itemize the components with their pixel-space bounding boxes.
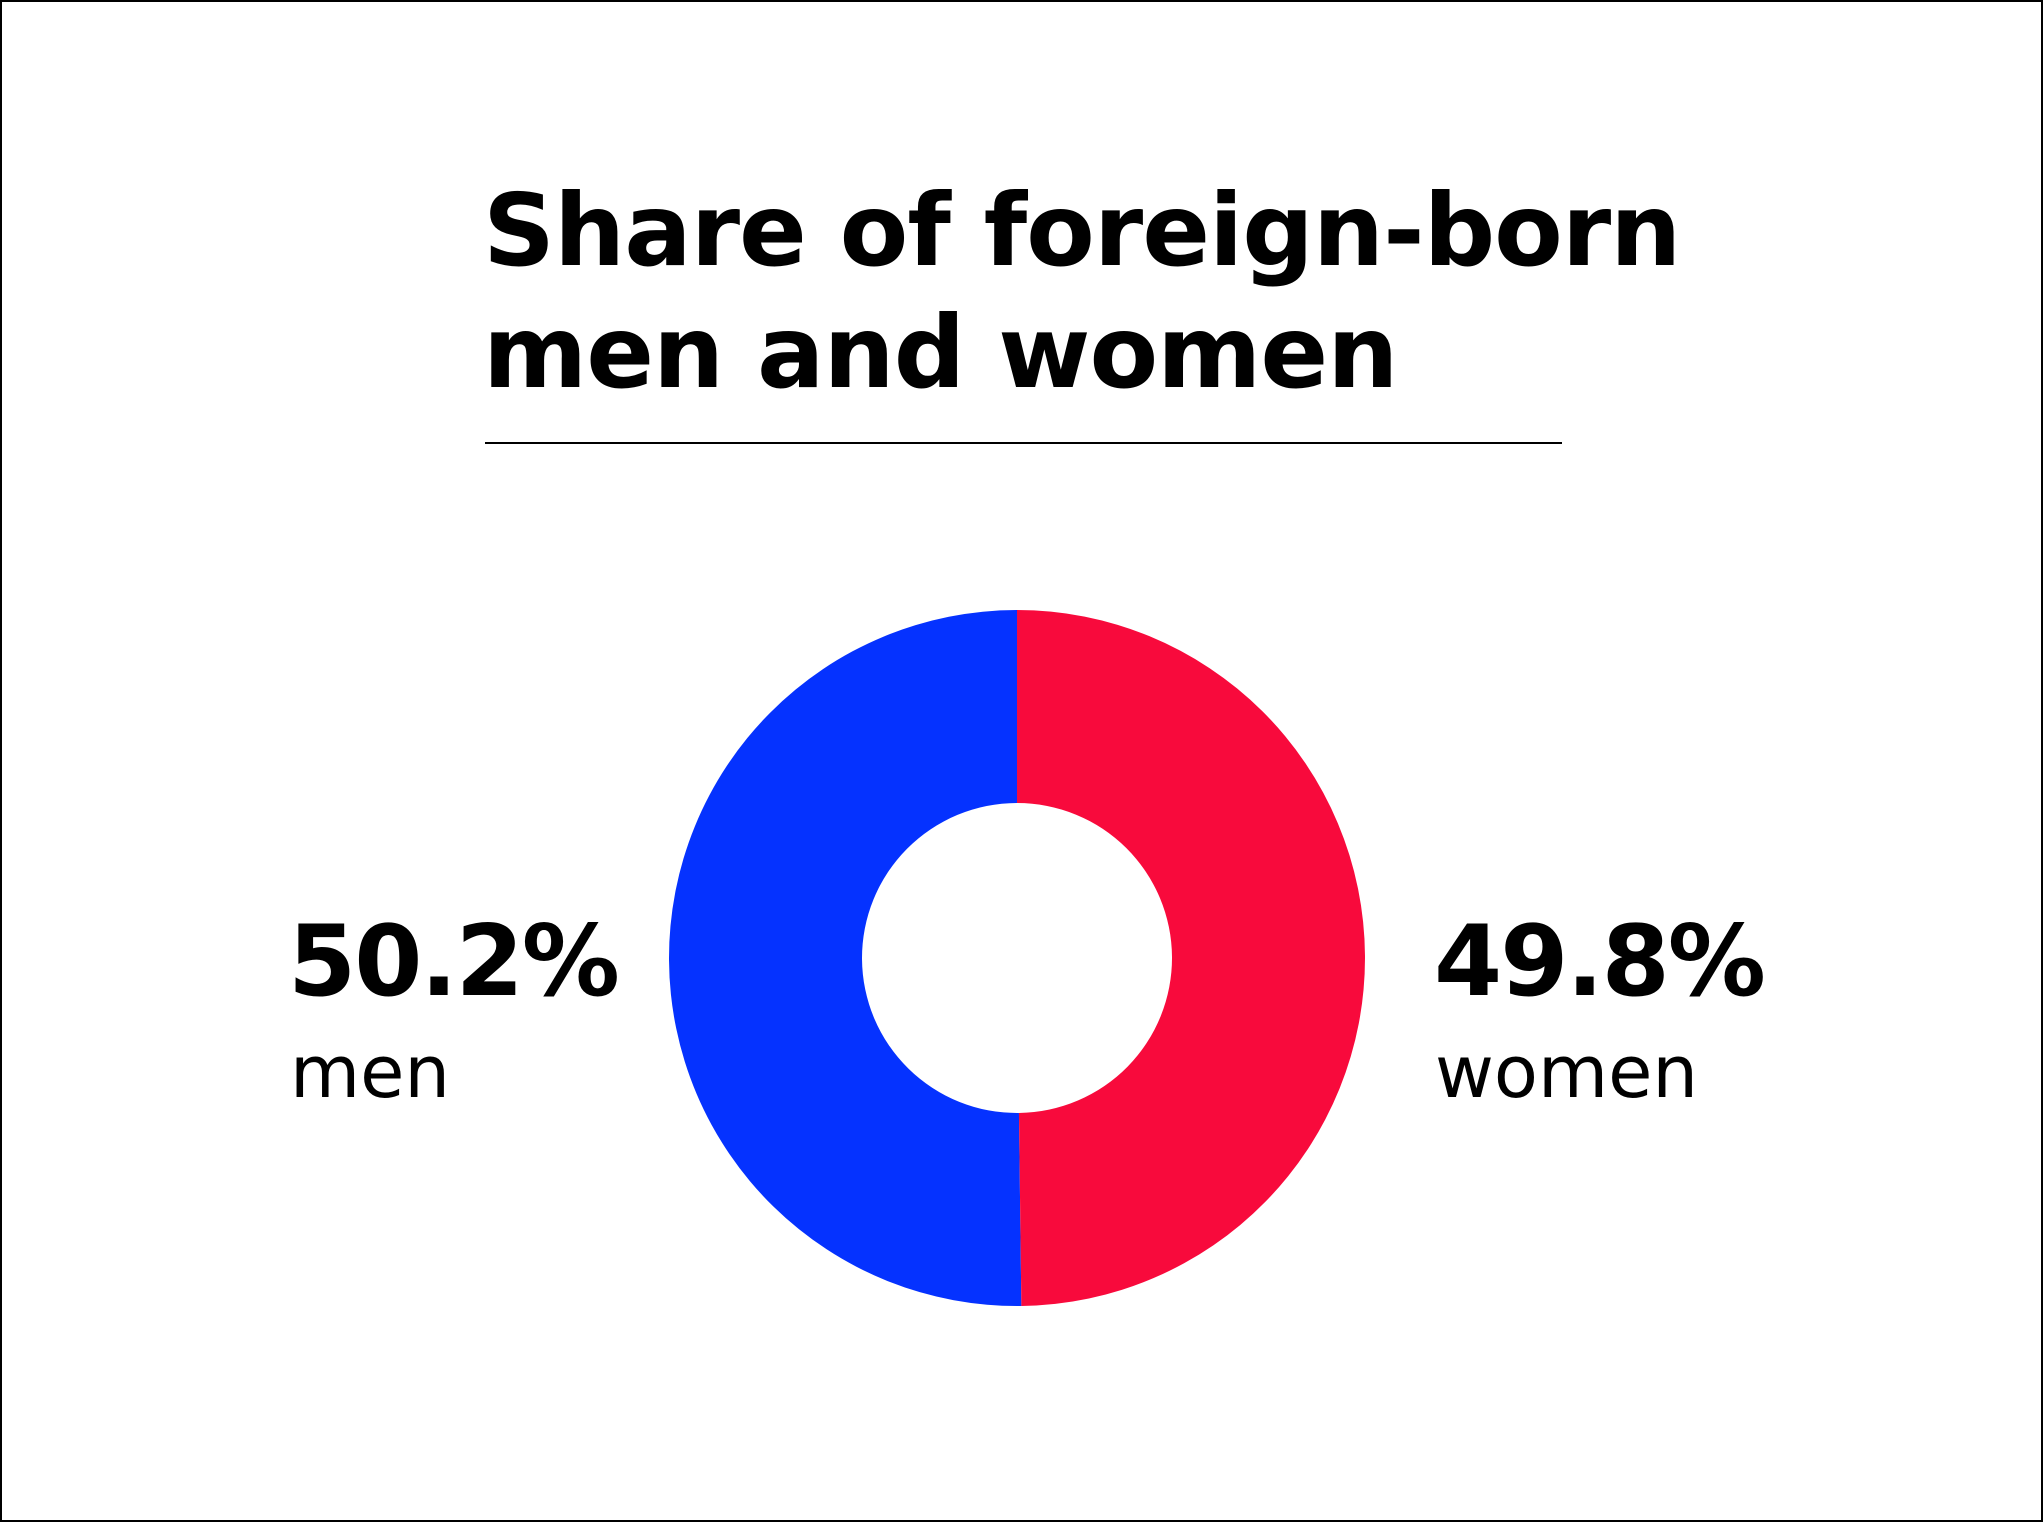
donut-slice-men <box>668 610 1022 1306</box>
women-category-label: women <box>1435 1030 1699 1114</box>
men-value-label: 50.2% <box>288 905 620 1019</box>
chart-title-line-1: Share of foreign-born <box>483 172 1681 289</box>
title-divider <box>485 442 1562 444</box>
chart-title-line-2: men and women <box>483 294 1398 411</box>
women-value-label: 49.8% <box>1434 905 1766 1019</box>
men-category-label: men <box>290 1030 451 1114</box>
chart-title: Share of foreign-born men and women <box>483 170 1681 414</box>
donut-slice-women <box>1017 610 1365 1306</box>
